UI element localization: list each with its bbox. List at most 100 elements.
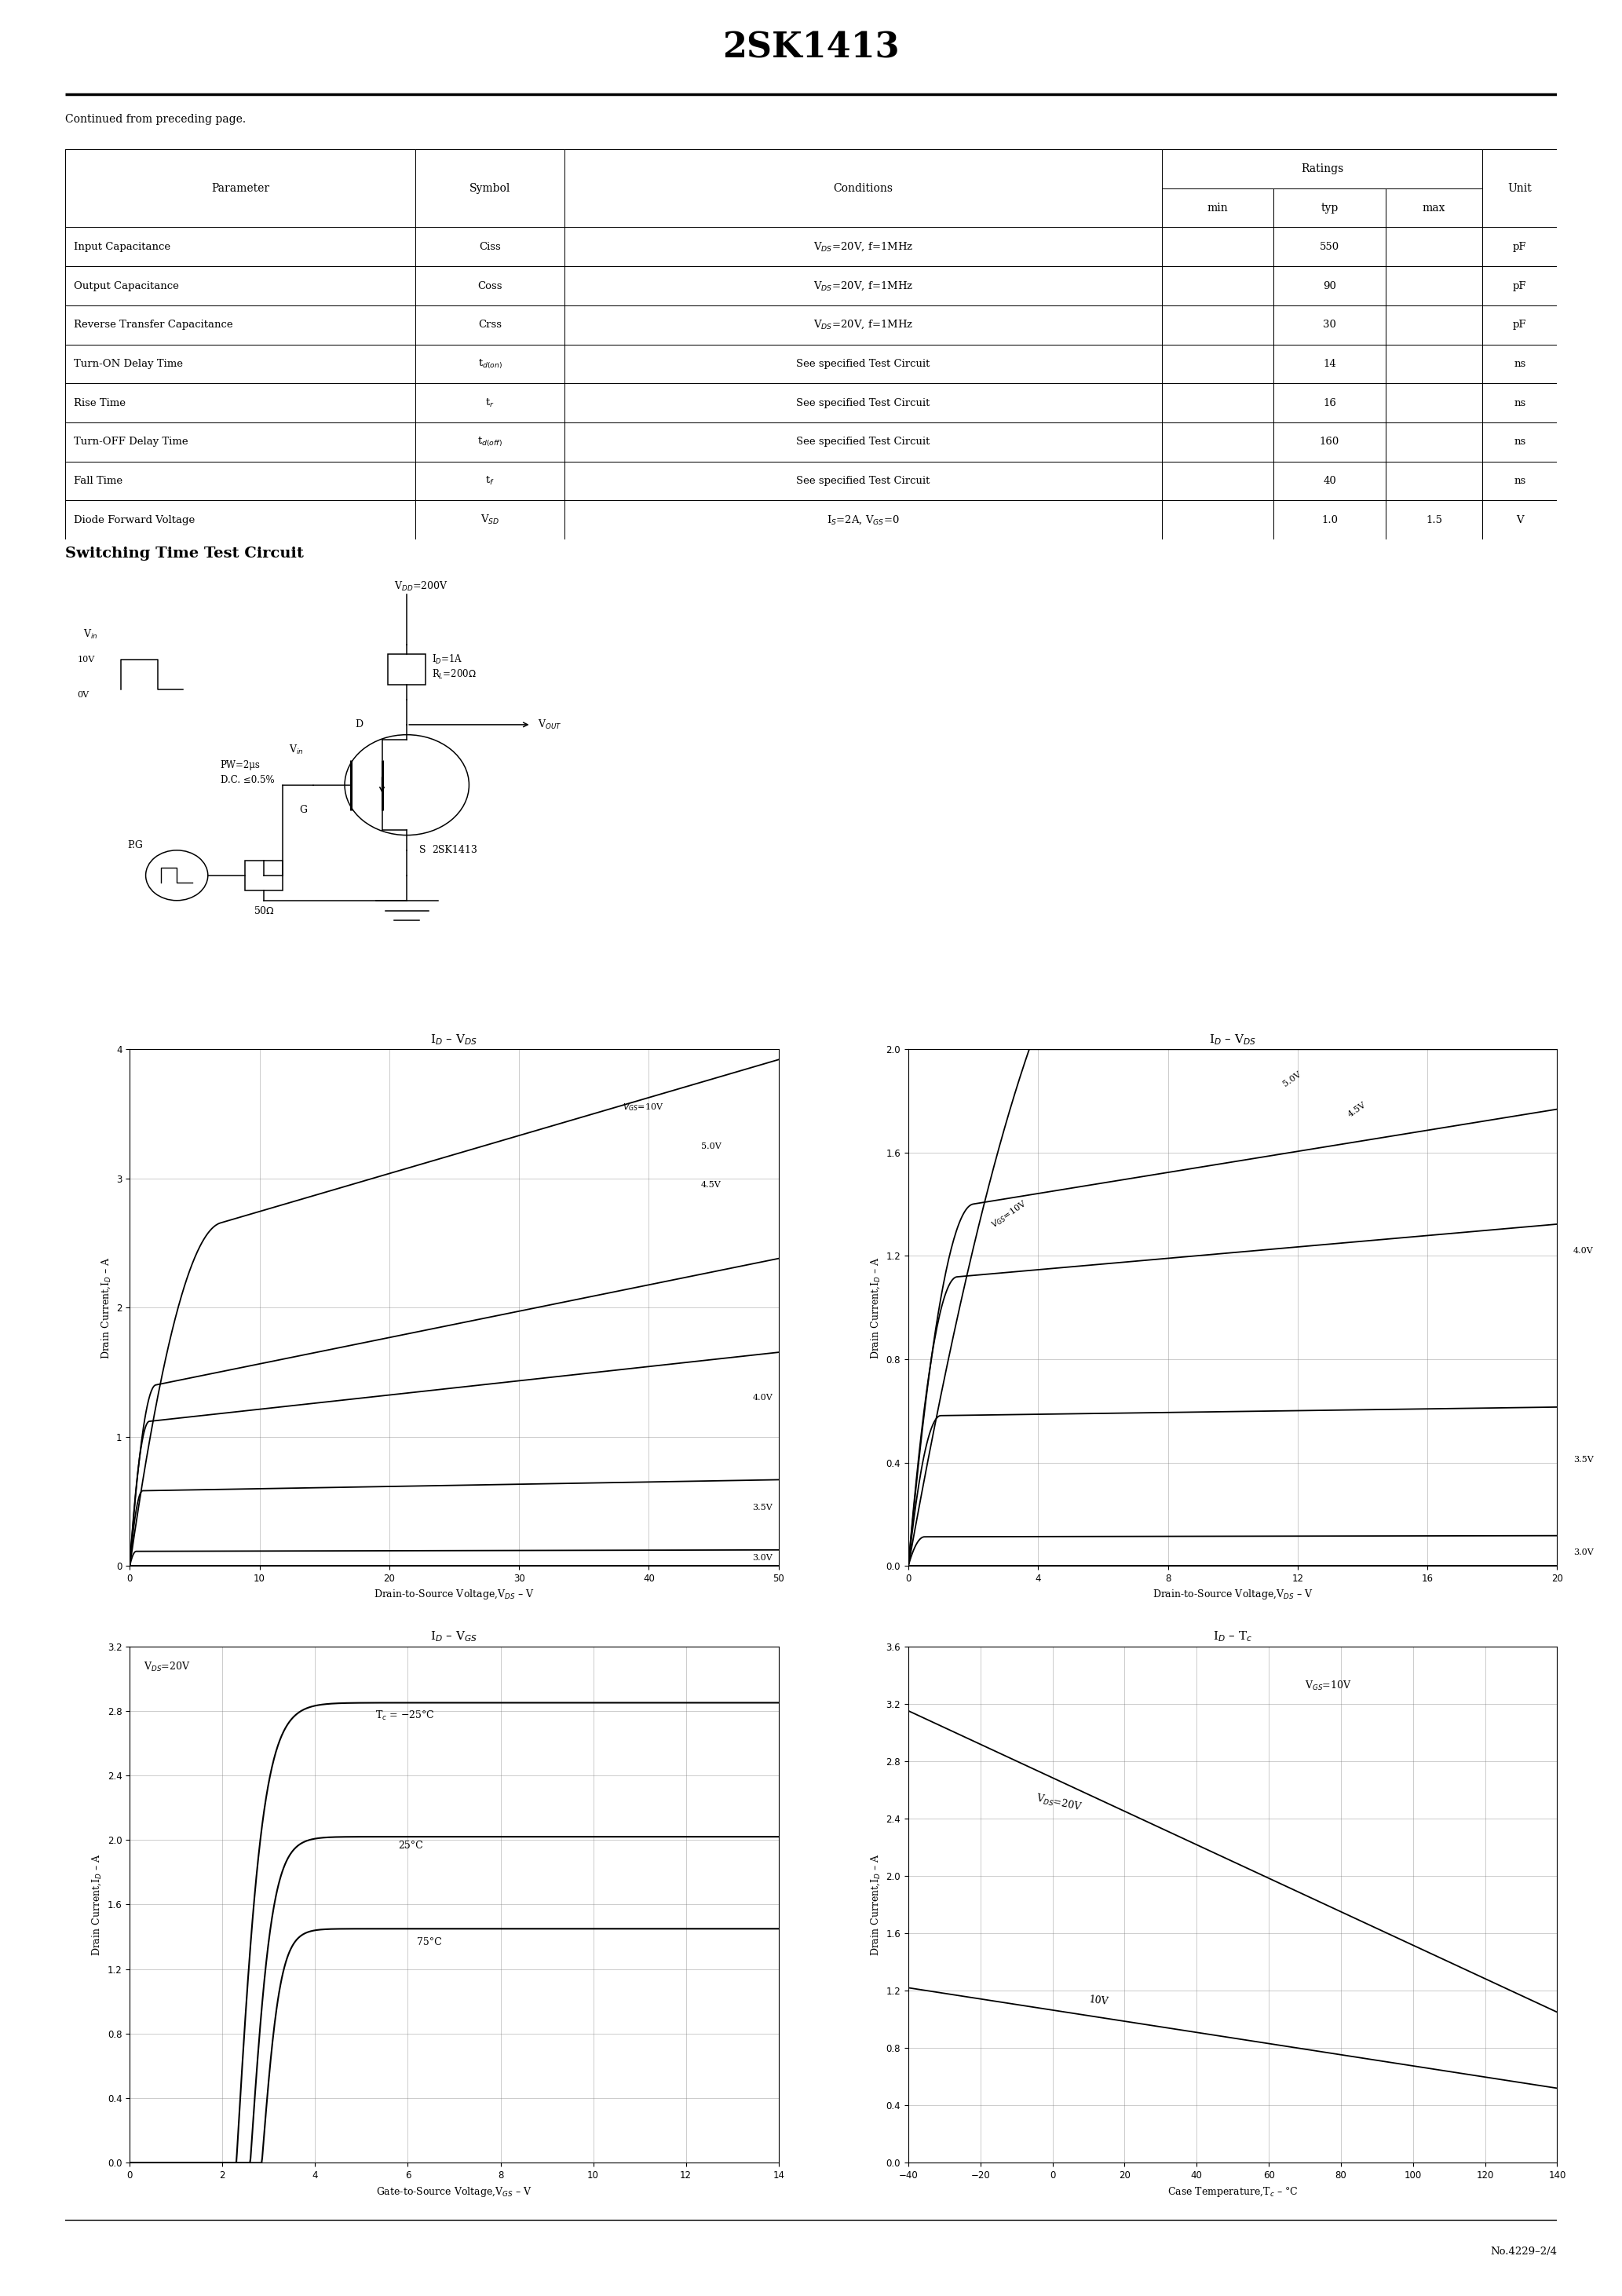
Bar [65,501,415,540]
Bar [415,149,564,188]
Text: 3.5V: 3.5V [1573,1456,1593,1465]
Bar [1161,344,1273,383]
Bar [1385,344,1483,383]
Bar [564,422,1161,461]
Text: V$_{DS}$=20V, f=1MHz: V$_{DS}$=20V, f=1MHz [813,319,913,331]
Text: t$_{r}$: t$_{r}$ [485,397,495,409]
Bar [415,461,564,501]
Text: $V_{GS}$=10V: $V_{GS}$=10V [623,1102,663,1114]
Bar [1483,266,1557,305]
Bar [65,422,415,461]
Bar [1385,501,1483,540]
Text: G: G [300,806,307,815]
Bar [65,383,415,422]
Text: V$_{DS}$=20V, f=1MHz: V$_{DS}$=20V, f=1MHz [813,241,913,253]
Bar [415,305,564,344]
Bar [1161,149,1483,188]
Bar [1273,266,1385,305]
Text: V$_{GS}$=10V: V$_{GS}$=10V [1304,1681,1351,1692]
Bar [1273,461,1385,501]
Bar [65,188,415,227]
Text: Conditions: Conditions [834,184,894,193]
Text: P.G: P.G [127,840,143,850]
Text: 1.0: 1.0 [1322,514,1338,526]
Bar [1161,501,1273,540]
Text: D: D [355,719,363,730]
Text: See specified Test Circuit: See specified Test Circuit [796,397,929,409]
Text: R$_L$=200$\Omega$: R$_L$=200$\Omega$ [431,668,477,682]
Text: 14: 14 [1324,358,1337,370]
Text: min: min [1207,202,1228,214]
Bar [65,461,415,501]
Text: ns: ns [1513,397,1526,409]
Text: typ: typ [1320,202,1338,214]
Bar [65,305,415,344]
Bar [1385,188,1483,227]
Text: 25°C: 25°C [399,1839,423,1851]
Bar [1385,227,1483,266]
Bar [564,383,1161,422]
Text: Fall Time: Fall Time [75,475,123,487]
Text: Crss: Crss [478,319,501,331]
Bar [1161,422,1273,461]
Bar [1161,461,1273,501]
Title: I$_D$ – T$_c$: I$_D$ – T$_c$ [1213,1630,1252,1644]
Text: 2SK1413: 2SK1413 [722,32,900,64]
Y-axis label: Drain Current,I$_D$ – A: Drain Current,I$_D$ – A [869,1256,882,1359]
Text: 30: 30 [1324,319,1337,331]
Bar [1161,227,1273,266]
Y-axis label: Drain Current,I$_D$ – A: Drain Current,I$_D$ – A [869,1853,882,1956]
Text: 160: 160 [1320,436,1340,448]
Text: pF: pF [1513,280,1526,292]
Text: 16: 16 [1324,397,1337,409]
Text: 2SK1413: 2SK1413 [431,845,477,856]
Bar [415,344,564,383]
Bar [65,149,415,188]
Text: t$_{d(on)}$: t$_{d(on)}$ [478,358,503,370]
Bar [564,501,1161,540]
Bar [65,227,415,266]
Text: 5.0V: 5.0V [701,1141,720,1150]
Bar [1161,149,1273,188]
Bar [564,188,1161,227]
Bar [1161,305,1273,344]
Bar [65,344,415,383]
Bar [388,654,425,684]
Text: 10V: 10V [78,654,94,664]
Text: max: max [1422,202,1445,214]
Bar [245,861,282,891]
Bar [1483,501,1557,540]
X-axis label: Case Temperature,T$_c$ – °C: Case Temperature,T$_c$ – °C [1168,2186,1298,2197]
Bar [65,266,415,305]
Text: Turn-ON Delay Time: Turn-ON Delay Time [75,358,183,370]
Text: pF: pF [1513,241,1526,253]
Text: 5.0V: 5.0V [1281,1070,1302,1088]
Bar [415,501,564,540]
Text: Rise Time: Rise Time [75,397,125,409]
Bar [1273,149,1385,188]
Bar [65,149,415,227]
Bar [1161,383,1273,422]
Text: 40: 40 [1324,475,1337,487]
Text: V$_{OUT}$: V$_{OUT}$ [537,719,561,730]
Text: I$_D$=1A: I$_D$=1A [431,652,462,666]
Text: 4.0V: 4.0V [753,1394,772,1403]
Text: See specified Test Circuit: See specified Test Circuit [796,475,929,487]
Bar [564,266,1161,305]
Bar [1483,422,1557,461]
Text: Ratings: Ratings [1301,163,1343,174]
Bar [1385,305,1483,344]
Text: 3.0V: 3.0V [1573,1548,1593,1557]
Text: V$_{in}$: V$_{in}$ [289,744,303,755]
Text: Parameter: Parameter [211,184,269,193]
Text: V$_{in}$: V$_{in}$ [84,627,99,641]
Text: V$_{DD}$=200V: V$_{DD}$=200V [394,581,448,592]
Bar [564,149,1161,188]
Bar [564,461,1161,501]
Text: 1.5: 1.5 [1426,514,1442,526]
Bar [1273,383,1385,422]
Y-axis label: Drain Current,I$_D$ – A: Drain Current,I$_D$ – A [99,1256,112,1359]
X-axis label: Drain-to-Source Voltage,V$_{DS}$ – V: Drain-to-Source Voltage,V$_{DS}$ – V [373,1589,535,1600]
Text: 0V: 0V [78,691,89,698]
Text: Continued from preceding page.: Continued from preceding page. [65,115,245,124]
